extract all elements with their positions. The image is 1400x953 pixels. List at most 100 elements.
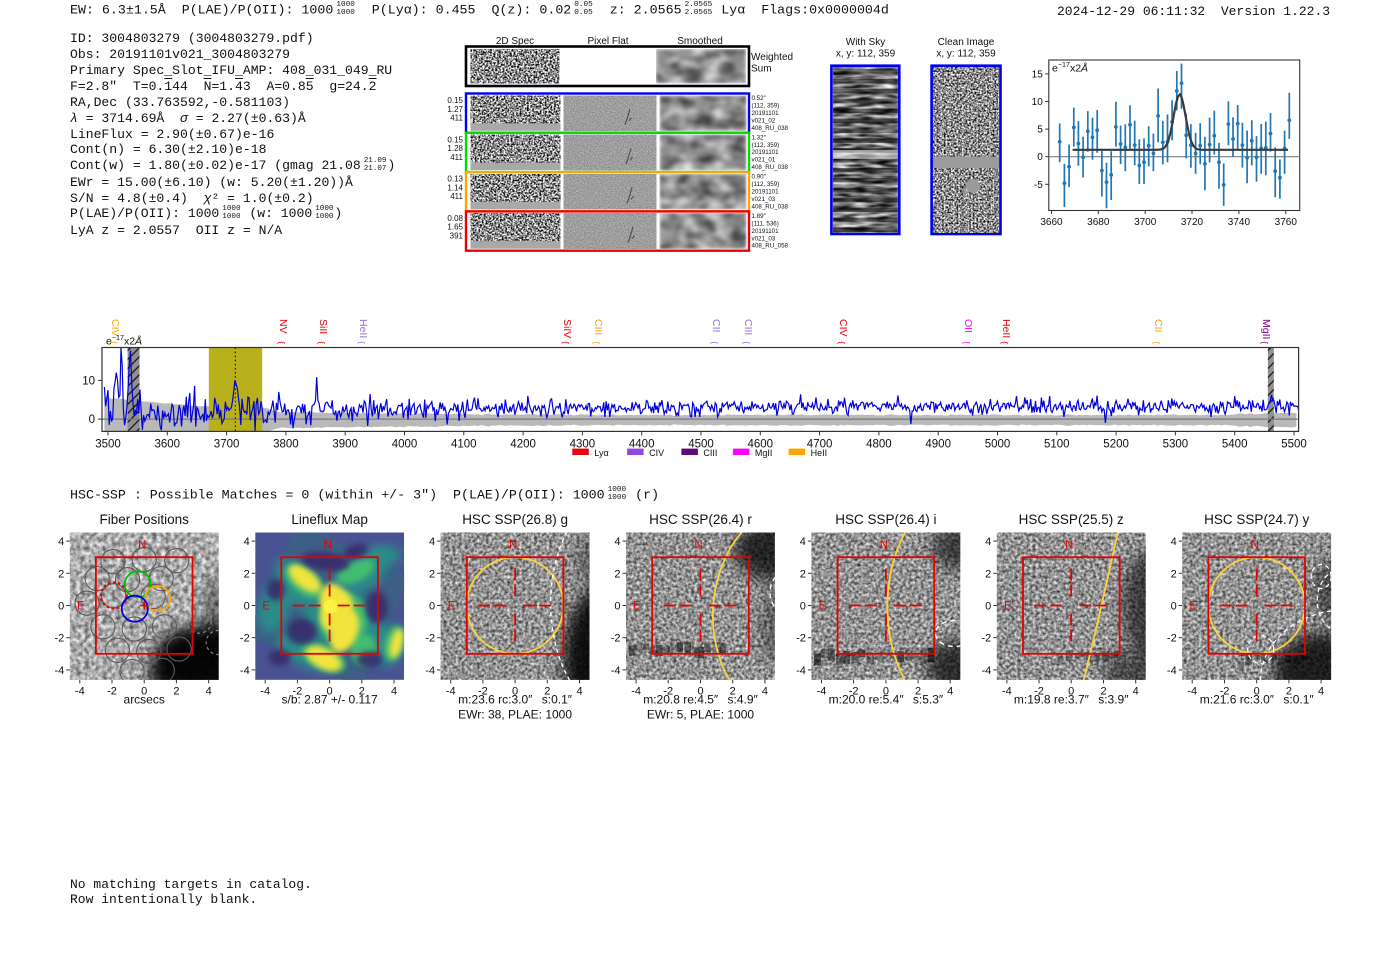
svg-text:3500: 3500 <box>95 438 121 450</box>
svg-text:-2: -2 <box>425 633 435 645</box>
svg-text:{: { <box>277 341 287 344</box>
svg-text:2: 2 <box>985 568 991 580</box>
svg-text:3760: 3760 <box>1275 217 1298 228</box>
svg-text:408_RU_058: 408_RU_058 <box>752 243 789 250</box>
svg-text:4500: 4500 <box>688 438 714 450</box>
svg-text:-4: -4 <box>631 685 641 697</box>
svg-text:x, y: 112, 359: x, y: 112, 359 <box>936 49 996 60</box>
svg-text:Lyα: Lyα <box>594 448 608 458</box>
svg-text:3900: 3900 <box>332 438 358 450</box>
svg-text:408_RU_038: 408_RU_038 <box>752 203 789 210</box>
svg-text:{: { <box>1260 341 1270 344</box>
svg-text:5: 5 <box>1037 125 1043 136</box>
svg-text:4: 4 <box>947 685 953 697</box>
svg-text:408_RU_038: 408_RU_038 <box>752 125 789 132</box>
svg-text:20191101: 20191101 <box>752 189 780 196</box>
svg-text:Weighted: Weighted <box>751 52 793 63</box>
svg-text:CIII: CIII <box>742 319 754 335</box>
svg-text:{: { <box>592 341 602 344</box>
svg-text:4: 4 <box>58 536 64 548</box>
svg-text:{: { <box>962 341 972 344</box>
svg-text:{: { <box>357 341 367 344</box>
svg-text:CII: CII <box>1152 319 1164 332</box>
svg-text:0: 0 <box>1068 685 1074 697</box>
svg-text:5400: 5400 <box>1222 438 1248 450</box>
svg-text:408_RU_038: 408_RU_038 <box>752 164 789 171</box>
svg-text:E: E <box>1189 601 1197 613</box>
svg-text:2: 2 <box>244 568 250 580</box>
svg-text:(112, 359): (112, 359) <box>752 181 780 188</box>
svg-text:2: 2 <box>1286 685 1292 697</box>
svg-text:CIII: CIII <box>703 448 717 458</box>
svg-text:4: 4 <box>244 536 250 548</box>
svg-text:4: 4 <box>1318 685 1324 697</box>
svg-text:411: 411 <box>450 153 463 162</box>
svg-text:(111, 536): (111, 536) <box>752 220 779 227</box>
svg-text:HeII: HeII <box>1000 319 1012 338</box>
svg-text:0: 0 <box>1171 601 1177 613</box>
svg-text:-4: -4 <box>1167 665 1177 677</box>
svg-text:arcsecs: arcsecs <box>124 693 165 707</box>
svg-text:v021_03: v021_03 <box>752 196 776 203</box>
svg-text:-2: -2 <box>240 633 250 645</box>
svg-text:2: 2 <box>730 685 736 697</box>
svg-text:4: 4 <box>1171 536 1177 548</box>
svg-text:With Sky: With Sky <box>846 37 885 48</box>
svg-text:E: E <box>448 601 456 613</box>
svg-text:-4: -4 <box>260 685 270 697</box>
svg-text:0.08: 0.08 <box>447 214 463 223</box>
svg-text:2D Spec: 2D Spec <box>496 36 534 47</box>
svg-text:Fiber Positions: Fiber Positions <box>100 512 190 527</box>
svg-text:Pixel Flat: Pixel Flat <box>587 36 628 47</box>
svg-text:s/b: 2.87 +/- 0.117: s/b: 2.87 +/- 0.117 <box>282 693 379 707</box>
svg-text:0: 0 <box>141 685 147 697</box>
svg-text:Clean Image: Clean Image <box>938 37 995 48</box>
svg-text:-4: -4 <box>611 665 621 677</box>
svg-text:N: N <box>138 540 146 552</box>
svg-text:-4: -4 <box>1187 685 1197 697</box>
svg-text:m:19.8 re:3.7″ s:3.9″: m:19.8 re:3.7″ s:3.9″ <box>1014 693 1129 707</box>
svg-text:4000: 4000 <box>392 438 418 450</box>
svg-text:E: E <box>819 601 827 613</box>
svg-text:-2: -2 <box>107 685 117 697</box>
svg-text:{: { <box>710 341 720 344</box>
svg-text:-5: -5 <box>1034 180 1043 191</box>
svg-text:-2: -2 <box>611 633 621 645</box>
svg-text:20191101: 20191101 <box>752 149 780 156</box>
svg-text:3700: 3700 <box>214 438 240 450</box>
svg-text:-2: -2 <box>1220 685 1230 697</box>
svg-text:N: N <box>694 540 702 552</box>
svg-text:3720: 3720 <box>1181 217 1204 228</box>
svg-text:SiIV: SiIV <box>561 319 573 338</box>
svg-text:EWr: 38, PLAE: 1000: EWr: 38, PLAE: 1000 <box>458 708 572 722</box>
svg-text:-4: -4 <box>982 665 992 677</box>
svg-text:2: 2 <box>915 685 921 697</box>
svg-text:3700: 3700 <box>1134 217 1157 228</box>
svg-text:4700: 4700 <box>807 438 833 450</box>
svg-text:m:20.8 re:4.5″ s:4.9″: m:20.8 re:4.5″ s:4.9″ <box>643 693 758 707</box>
svg-text:2: 2 <box>800 568 806 580</box>
svg-text:0: 0 <box>614 601 620 613</box>
svg-text:4200: 4200 <box>510 438 536 450</box>
svg-text:x, y: 112, 359: x, y: 112, 359 <box>836 49 896 60</box>
svg-text:5500: 5500 <box>1281 438 1307 450</box>
svg-text:(112, 359): (112, 359) <box>752 142 780 149</box>
svg-text:Lineflux Map: Lineflux Map <box>291 512 368 527</box>
svg-text:HeII: HeII <box>811 448 828 458</box>
svg-text:-2: -2 <box>849 685 859 697</box>
svg-text:-4: -4 <box>446 685 456 697</box>
svg-text:{: { <box>742 341 752 344</box>
svg-text:HSC SSP(26.4) r: HSC SSP(26.4) r <box>649 512 752 527</box>
svg-text:15: 15 <box>1032 69 1044 80</box>
svg-text:m:23.6 rc:3.0″ s:0.1″: m:23.6 rc:3.0″ s:0.1″ <box>458 693 573 707</box>
svg-text:{: { <box>561 341 571 344</box>
svg-text:0.13: 0.13 <box>447 175 463 184</box>
svg-text:HSC SSP(25.5) z: HSC SSP(25.5) z <box>1019 512 1124 527</box>
svg-text:3740: 3740 <box>1228 217 1251 228</box>
svg-text:-2: -2 <box>478 685 488 697</box>
svg-text:CIV: CIV <box>649 448 664 458</box>
svg-text:0.15: 0.15 <box>447 135 463 144</box>
svg-text:1.14: 1.14 <box>447 183 463 192</box>
svg-text:0: 0 <box>244 601 250 613</box>
svg-text:1.28: 1.28 <box>447 144 463 153</box>
